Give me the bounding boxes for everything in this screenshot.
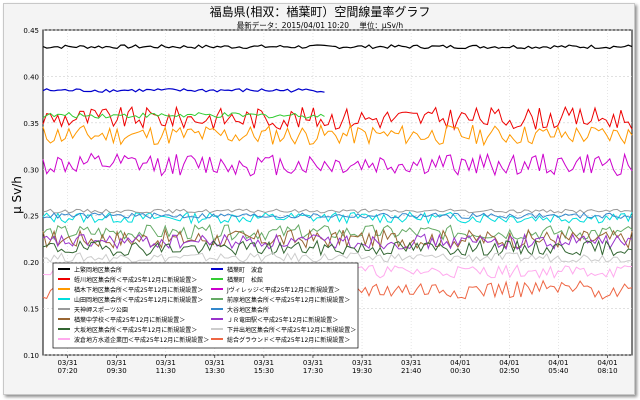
x-tick-label-date: 04/01 [499,359,519,367]
x-tick-label-time: 02:50 [499,367,519,375]
x-tick-label-time: 07:20 [57,367,77,375]
x-tick-label-date: 04/01 [548,359,568,367]
series-line [42,152,633,177]
x-tick-label-date: 04/01 [597,359,617,367]
y-tick-label: 0.20 [23,259,39,267]
x-tick-label-date: 03/31 [352,359,372,367]
y-tick-label: 0.15 [23,306,39,314]
legend-label: 総合グラウンド＜平成25年12月に新規設置＞ [227,336,350,344]
y-tick-label: 0.10 [23,352,39,360]
x-tick-label-date: 03/31 [303,359,323,367]
series-line [42,232,633,251]
x-tick-label-date: 03/31 [205,359,225,367]
x-tick-label-time: 05:40 [548,367,568,375]
series-line [42,105,633,132]
x-tick-label-date: 03/31 [57,359,77,367]
legend-label: 下井出地区集会所＜平成25年12月に新規設置＞ [227,326,356,334]
series-line [42,208,633,214]
x-tick-label-time: 11:30 [156,367,176,375]
legend-label: ＪＲ竜田駅＜平成25年12月に新規設置＞ [227,316,338,324]
legend-label: 天神岬スポーツ公園 [74,306,128,314]
chart-subtitle: 最新データ：2015/04/01 10:20 単位：μSv/h [0,20,640,31]
series-line [42,88,325,93]
y-tick-label: 0.25 [23,213,39,221]
legend-box [52,262,359,349]
series-line [42,211,633,225]
legend-label: 波倉地方水道企業団＜平成25年12月に新規設置＞ [74,336,209,344]
y-tick-label: 0.35 [23,120,39,128]
y-tick-label: 0.40 [23,73,39,81]
series-line [42,44,633,50]
legend-label: 楢木下地区集会所＜平成25年12月に新規設置＞ [74,286,203,294]
legend-label: Jヴィレッジ＜平成25年12月に新規設置＞ [226,286,340,294]
x-tick-label-time: 13:30 [205,367,225,375]
x-tick-label-time: 00:30 [450,367,470,375]
x-tick-label-time: 09:30 [107,367,127,375]
x-tick-label-time: 21:40 [401,367,421,375]
y-tick-label: 0.30 [23,166,39,174]
legend-label: 蛭川地区集会所＜平成25年12月に新規設置＞ [74,276,197,284]
series-line [42,239,633,257]
x-tick-label-time: 08:10 [597,367,617,375]
legend-label: 大坂地区集会所＜平成25年12月に新規設置＞ [74,326,197,334]
y-tick-label: 0.45 [23,27,39,35]
series-line [42,223,633,241]
legend-label: 楢葉町 松館 [227,276,263,284]
x-tick-label-time: 15:30 [254,367,274,375]
series-line [42,122,633,147]
x-tick-label-time: 17:30 [303,367,323,375]
series-line [42,111,325,119]
x-tick-label-date: 03/31 [254,359,274,367]
latest-data-label: 最新データ：2015/04/01 10:20 [236,21,350,30]
x-tick-label-date: 03/31 [107,359,127,367]
unit-label: 単位：μSv/h [359,21,404,30]
legend-label: 前原地区集会所＜平成25年12月に新規設置＞ [227,296,350,304]
legend-label: 山田岡地区集会所＜平成25年12月に新規設置＞ [74,296,203,304]
legend-label: 楢葉中学校＜平成25年12月に新規設置＞ [74,316,185,324]
x-tick-label-date: 03/31 [156,359,176,367]
series-line [42,212,633,220]
x-tick-label-time: 19:30 [352,367,372,375]
legend-label: 大谷地区集会所 [227,306,269,314]
chart-title: 福島県(相双：楢葉町）空間線量率グラフ [209,5,431,19]
series-line [42,252,633,263]
legend-label: 楢葉町 波倉 [227,266,263,274]
x-tick-label-date: 04/01 [450,359,470,367]
x-tick-label-date: 03/31 [401,359,421,367]
legend-label: 上繁岡地区集会所 [74,266,122,274]
